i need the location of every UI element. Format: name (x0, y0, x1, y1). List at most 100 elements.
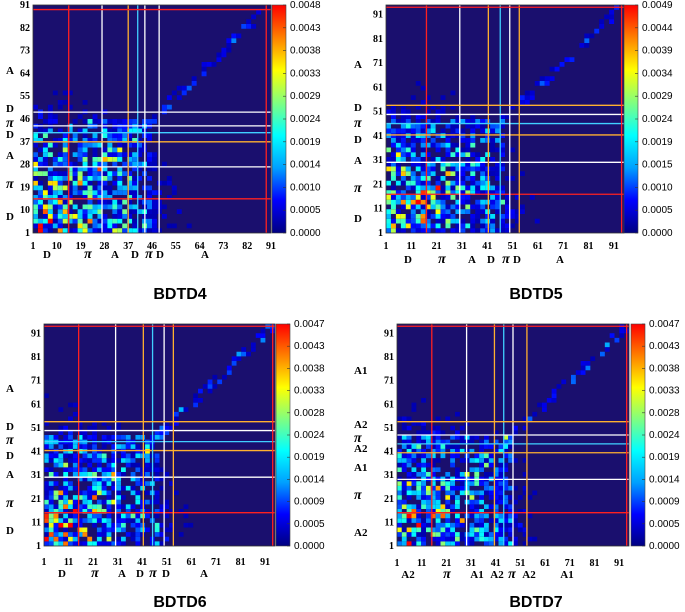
heatmap-cell (121, 458, 126, 463)
y-tick-label: 31 (373, 155, 383, 166)
heatmap-cell (57, 218, 63, 224)
heatmap-cell (44, 513, 49, 519)
heatmap-cell (246, 24, 252, 29)
heatmap-cell (416, 513, 422, 519)
heatmap-cell (33, 142, 38, 148)
heatmap-cell (435, 439, 441, 445)
heatmap-cell (137, 176, 143, 181)
heatmap-cell (508, 458, 513, 463)
heatmap-cell (479, 453, 484, 459)
heatmap-cell (410, 214, 416, 219)
heatmap-cell (87, 458, 93, 463)
heatmap-cell (416, 490, 422, 496)
heatmap-cell (490, 166, 496, 172)
heatmap-cell (508, 495, 513, 500)
heatmap-cell (62, 152, 68, 157)
heatmap-cell (503, 499, 509, 505)
heatmap-cell (455, 485, 460, 491)
heatmap-cell (147, 119, 152, 124)
heatmap-cell (430, 157, 436, 162)
heatmap-cell (440, 527, 446, 533)
heatmap-cell (159, 476, 165, 482)
heatmap-cell (166, 95, 172, 100)
heatmap-cell (77, 518, 83, 523)
heatmap-cell (53, 536, 59, 542)
heatmap-cell (445, 123, 451, 129)
heatmap-cell (140, 504, 146, 510)
heatmap-cell (44, 504, 49, 510)
heatmap-cell (495, 147, 501, 153)
region-label-y: π (6, 116, 14, 131)
heatmap-cell (82, 453, 88, 459)
heatmap-cell (500, 166, 505, 172)
heatmap-cell (44, 481, 49, 486)
heatmap-cell (101, 532, 107, 537)
heatmap-cell (96, 509, 102, 514)
y-tick-label: 51 (31, 423, 41, 434)
heatmap-cell (554, 66, 560, 72)
heatmap-cell (62, 138, 68, 143)
heatmap-cell (508, 439, 513, 445)
heatmap-cell (152, 190, 157, 195)
heatmap-cell (485, 223, 491, 229)
heatmap-cell (97, 223, 103, 229)
heatmap-cell (97, 180, 103, 186)
heatmap-cell (401, 435, 407, 440)
heatmap-cell (450, 180, 456, 186)
heatmap-cell (406, 485, 412, 491)
region-label-x: A (556, 254, 564, 266)
heatmap-cell (58, 541, 64, 547)
heatmap-cell (82, 509, 88, 514)
heatmap-cell (522, 490, 528, 496)
heatmap-cell (421, 472, 426, 477)
heatmap-cell (430, 453, 436, 459)
heatmap-cell (455, 504, 460, 510)
region-label-y: π (354, 116, 362, 131)
heatmap-cell (122, 223, 128, 229)
region-label-x: A2 (401, 569, 415, 581)
heatmap-cell (72, 228, 78, 233)
heatmap-cell (236, 356, 242, 362)
x-tick-label: 1 (395, 558, 400, 569)
heatmap-cell (102, 176, 108, 181)
heatmap-cell (415, 180, 421, 186)
heatmap-cell (445, 142, 451, 148)
heatmap-cell (470, 152, 476, 157)
heatmap-cell (102, 214, 108, 219)
heatmap-cell (145, 527, 150, 533)
heatmap-cell (495, 185, 501, 191)
heatmap-cell (425, 195, 431, 200)
heatmap-cell (445, 171, 451, 176)
heatmap-cell (430, 190, 436, 195)
heatmap-cell (450, 128, 456, 134)
heatmap-cell (450, 214, 456, 219)
heatmap-cell (97, 171, 103, 176)
heatmap-cell (135, 509, 141, 514)
heatmap-cell (480, 190, 486, 195)
heatmap-cell (42, 161, 48, 167)
heatmap-cell (42, 214, 48, 219)
heatmap-cell (401, 439, 407, 445)
heatmap-cell (77, 218, 83, 224)
heatmap-cell (390, 142, 396, 148)
heatmap-cell (117, 199, 123, 205)
heatmap-cell (251, 14, 257, 20)
heatmap-cell (430, 195, 436, 200)
heatmap-cell (600, 351, 605, 357)
heatmap-cell (488, 536, 494, 542)
heatmap-cell (132, 157, 138, 162)
heatmap-cell (145, 509, 150, 514)
heatmap-cell (455, 532, 460, 537)
heatmap-cell (522, 541, 528, 547)
heatmap-cell (484, 453, 489, 459)
heatmap-cell (53, 513, 59, 519)
heatmap-cell (52, 223, 58, 229)
heatmap-cell (395, 214, 401, 219)
heatmap-cell (415, 223, 421, 229)
heatmap-cell (430, 138, 436, 143)
heatmap-cell (67, 214, 73, 219)
heatmap-cell (475, 157, 481, 162)
heatmap-cell (125, 485, 131, 491)
heatmap-cell (470, 176, 476, 181)
heatmap-cell (72, 495, 78, 500)
